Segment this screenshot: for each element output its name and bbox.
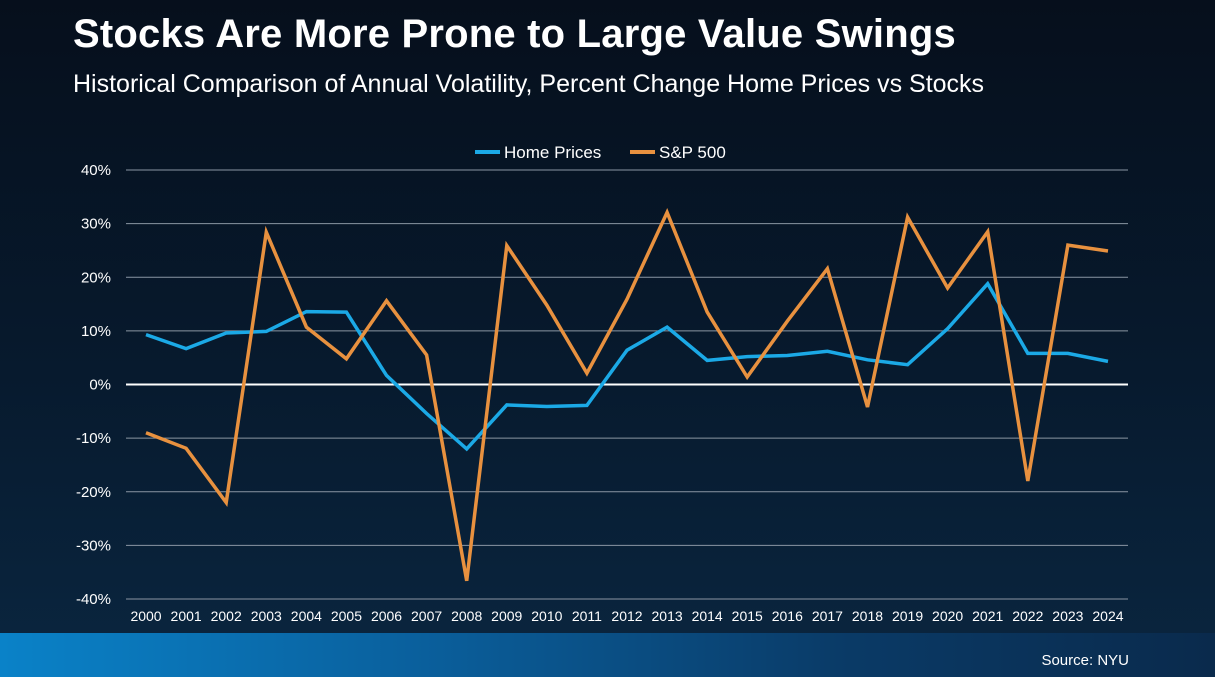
x-tick-label: 2000 xyxy=(130,608,161,624)
x-tick-label: 2012 xyxy=(611,608,642,624)
legend: Home Prices S&P 500 xyxy=(475,143,726,162)
x-tick-label: 2023 xyxy=(1052,608,1083,624)
x-tick-label: 2016 xyxy=(772,608,803,624)
y-tick-label: -10% xyxy=(76,430,111,447)
line-chart: -40%-30%-20%-10%0%10%20%30%40% 2000 2001 2… xyxy=(76,143,1128,624)
x-tick-label: 2006 xyxy=(371,608,402,624)
series-lines xyxy=(145,207,1109,582)
x-tick-label: 2010 xyxy=(531,608,562,624)
y-tick-label: 40% xyxy=(81,162,111,179)
gridlines xyxy=(126,169,1128,600)
footer-bar xyxy=(0,633,1215,677)
x-tick-label: 2004 xyxy=(291,608,322,624)
x-tick-label: 2008 xyxy=(451,608,482,624)
y-tick-label: -30% xyxy=(76,537,111,554)
x-tick-label: 2018 xyxy=(852,608,883,624)
x-tick-label: 2011 xyxy=(572,608,602,624)
y-tick-label: -20% xyxy=(76,484,111,501)
y-axis-tick-labels: -40% -30% -20% -10% 0% 10% 20% 30% 40% xyxy=(76,162,111,608)
x-tick-label: 2003 xyxy=(251,608,282,624)
x-tick-label: 2015 xyxy=(732,608,763,624)
x-tick-label: 2014 xyxy=(692,608,723,624)
x-tick-label: 2005 xyxy=(331,608,362,624)
chart-title: Stocks Are More Prone to Large Value Swi… xyxy=(73,12,956,56)
y-tick-label: 20% xyxy=(81,269,111,286)
y-tick-label: 30% xyxy=(81,216,111,233)
x-tick-label: 2001 xyxy=(171,608,202,624)
x-tick-label: 2017 xyxy=(812,608,843,624)
y-tick-label: 0% xyxy=(89,377,111,394)
x-tick-label: 2002 xyxy=(211,608,242,624)
x-axis-tick-labels: 2000 2001 2002 2003 2004 2005 2006 2007 2008 2009… xyxy=(130,608,1123,624)
x-tick-label: 2007 xyxy=(411,608,442,624)
x-tick-label: 2020 xyxy=(932,608,963,624)
x-tick-label: 2013 xyxy=(652,608,683,624)
y-tick-label: 10% xyxy=(81,323,111,340)
x-tick-label: 2019 xyxy=(892,608,923,624)
x-tick-label: 2024 xyxy=(1092,608,1123,624)
series-line-s-p-500 xyxy=(145,207,1109,582)
legend-label-s-p-500: S&P 500 xyxy=(659,143,726,162)
x-tick-label: 2009 xyxy=(491,608,522,624)
series-line-home-prices xyxy=(145,280,1109,452)
chart-subtitle: Historical Comparison of Annual Volatili… xyxy=(73,70,985,98)
x-tick-label: 2022 xyxy=(1012,608,1043,624)
y-tick-label: -40% xyxy=(76,591,111,608)
x-tick-label: 2021 xyxy=(972,608,1003,624)
legend-label-home-prices: Home Prices xyxy=(504,143,601,162)
source-note: Source: NYU xyxy=(1041,652,1129,669)
